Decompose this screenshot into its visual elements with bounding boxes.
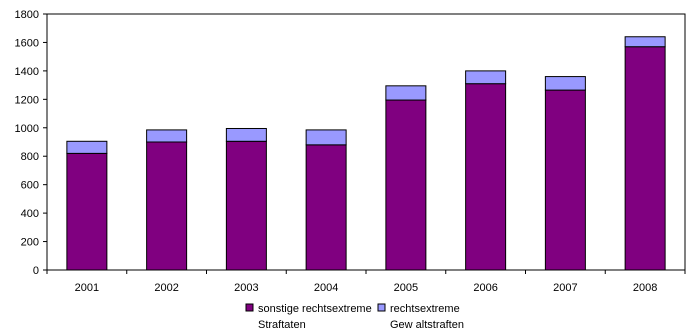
y-tick-label: 0: [33, 265, 39, 277]
x-tick-label: 2008: [633, 282, 657, 294]
y-tick-label: 1200: [15, 94, 39, 106]
bar-segment-gewalt: [146, 129, 188, 143]
y-axis: 0 200 400 600 800 1000 1200 1400 1600 1800: [15, 9, 47, 277]
bar-segment-sonstige: [624, 46, 666, 271]
x-tick-label: 2007: [553, 282, 577, 294]
y-tick-label: 600: [21, 180, 39, 192]
y-tick-label: 200: [21, 237, 39, 249]
y-tick-label: 1800: [15, 9, 39, 21]
bar-segment-sonstige: [385, 99, 427, 271]
bar-segment-gewalt: [66, 140, 108, 154]
bar-segment-gewalt: [385, 85, 427, 101]
bar-segment-gewalt: [465, 70, 507, 85]
x-tick-label: 2002: [154, 282, 178, 294]
x-tick-label: 2005: [394, 282, 418, 294]
x-tick-label: 2004: [314, 282, 338, 294]
bar-segment-sonstige: [544, 89, 586, 271]
bar-segment-gewalt: [225, 127, 267, 142]
bar-segment-gewalt: [624, 36, 666, 48]
x-tick-label: 2001: [75, 282, 99, 294]
x-tick-label: 2006: [473, 282, 497, 294]
legend-label: rechtsextreme: [390, 303, 460, 315]
y-tick-label: 1600: [15, 37, 39, 49]
y-tick-label: 800: [21, 151, 39, 163]
x-axis: 2001 2002 2003 2004 2005 2006 2007 2008: [46, 270, 686, 294]
plot-area: [46, 13, 686, 271]
bar-segment-gewalt: [305, 129, 347, 146]
bar-segment-sonstige: [305, 144, 347, 271]
y-tick-label: 1000: [15, 123, 39, 135]
bar-segment-gewalt: [544, 76, 586, 91]
bar-segment-sonstige: [146, 141, 188, 271]
legend-label: Gew altstraften: [390, 319, 464, 331]
legend-label: sonstige rechtsextreme: [258, 303, 372, 315]
bar-segment-sonstige: [225, 140, 267, 271]
bars: [66, 36, 666, 271]
y-tick-label: 1400: [15, 66, 39, 78]
legend-swatch: [377, 303, 386, 312]
x-tick-label: 2003: [234, 282, 258, 294]
y-tick-label: 400: [21, 208, 39, 220]
legend: sonstige rechtsextreme Straftaten rechtsex…: [245, 303, 464, 331]
legend-label: Straftaten: [258, 319, 306, 331]
bar-segment-sonstige: [465, 83, 507, 271]
bar-segment-sonstige: [66, 152, 108, 271]
legend-swatch: [245, 303, 254, 312]
